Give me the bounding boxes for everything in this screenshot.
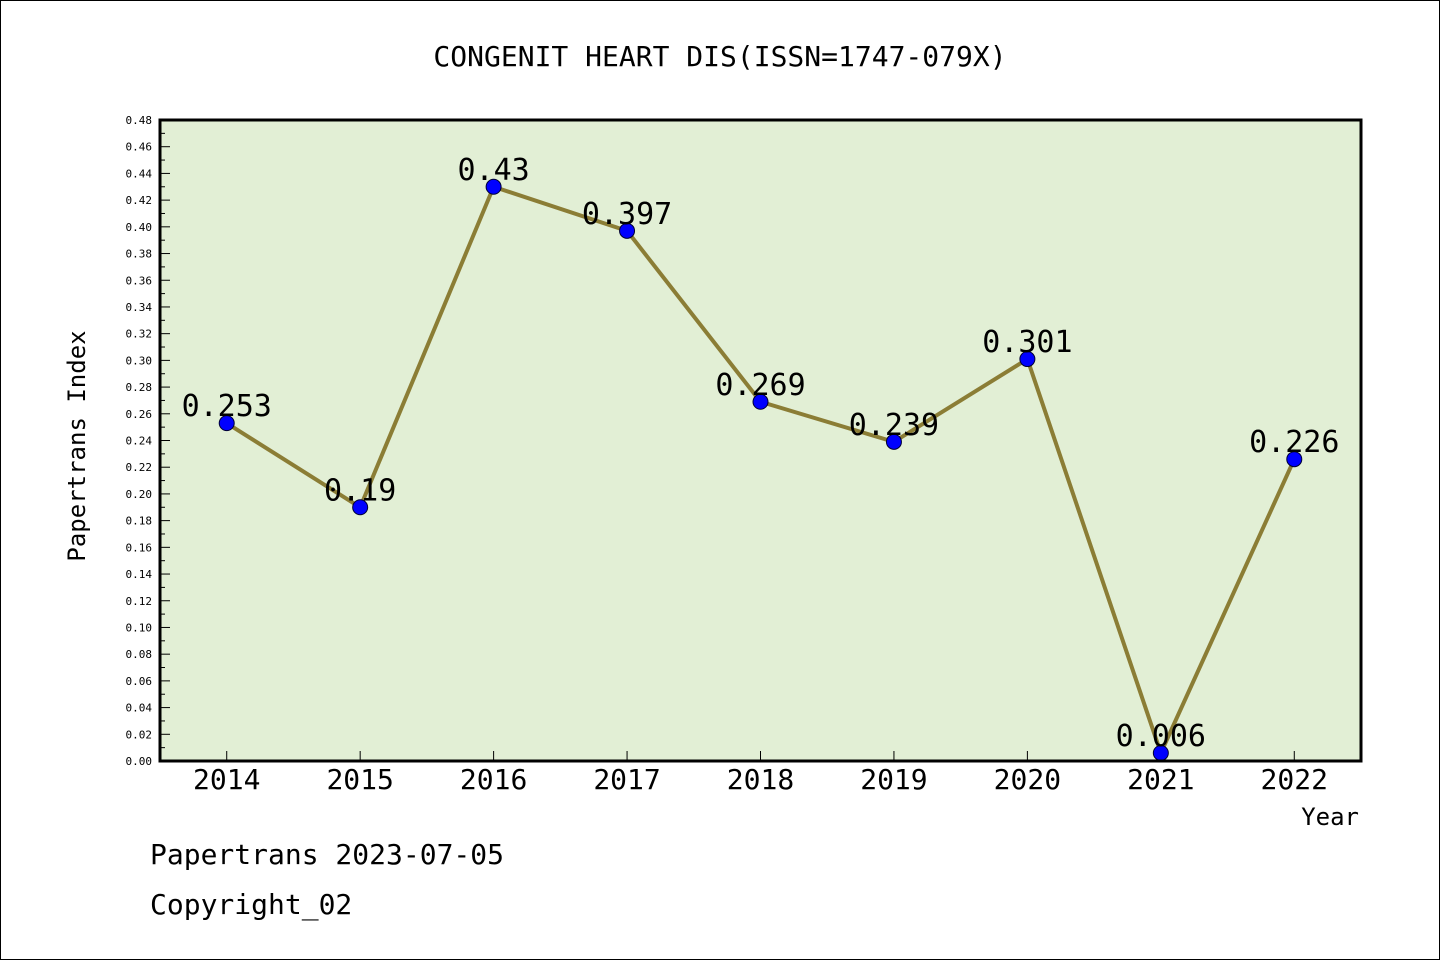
- data-label: 0.397: [582, 197, 672, 232]
- y-tick-label: 0.06: [126, 675, 153, 688]
- y-tick-label: 0.12: [126, 595, 153, 608]
- y-tick-label: 0.02: [126, 728, 153, 741]
- data-point: [619, 222, 636, 239]
- chart-title: CONGENIT HEART DIS(ISSN=1747-079X): [433, 40, 1006, 73]
- y-tick-label: 0.20: [126, 488, 153, 501]
- data-label: 0.19: [324, 473, 396, 508]
- y-axis-ticks: 0.00 0.02 0.04 0.06 0.08 0.10 0.12 0.14 0.16 0.18…: [126, 114, 170, 768]
- y-tick-label: 0.18: [126, 515, 153, 528]
- y-tick-label: 0.14: [126, 568, 153, 581]
- data-point: [1019, 351, 1036, 368]
- data-point: [485, 178, 502, 195]
- y-tick-label: 0.24: [126, 435, 153, 448]
- data-label: 0.253: [182, 389, 272, 424]
- data-label: 0.239: [849, 408, 939, 443]
- x-tick-label: 2021: [1127, 763, 1194, 796]
- y-axis-label: Papertrans Index: [63, 330, 91, 561]
- data-point: [1286, 451, 1303, 468]
- y-tick-label: 0.10: [126, 621, 153, 634]
- data-label: 0.301: [982, 325, 1072, 360]
- x-tick-label: 2014: [193, 763, 260, 796]
- data-label: 0.269: [715, 368, 805, 403]
- y-tick-label: 0.40: [126, 221, 153, 234]
- footer-copyright-text: Copyright_02: [150, 888, 352, 922]
- x-axis-label: Year: [1301, 803, 1359, 831]
- y-tick-label: 0.22: [126, 461, 153, 474]
- x-tick-label: 2017: [593, 763, 660, 796]
- x-tick-label: 2020: [994, 763, 1061, 796]
- y-tick-label: 0.42: [126, 194, 153, 207]
- data-point: [752, 393, 769, 410]
- y-tick-label: 0.04: [126, 702, 153, 715]
- y-tick-label: 0.32: [126, 328, 153, 341]
- y-tick-label: 0.48: [126, 114, 153, 127]
- y-tick-label: 0.08: [126, 648, 153, 661]
- y-tick-label: 0.16: [126, 541, 153, 554]
- footer-date-text: Papertrans 2023-07-05: [150, 838, 504, 871]
- x-tick-label: 2019: [860, 763, 927, 796]
- y-tick-label: 0.26: [126, 408, 153, 421]
- y-tick-label: 0.30: [126, 354, 153, 367]
- data-point: [352, 499, 369, 516]
- y-tick-label: 0.00: [126, 755, 153, 768]
- x-tick-label: 2016: [460, 763, 527, 796]
- y-tick-label: 0.38: [126, 248, 153, 261]
- y-tick-label: 0.46: [126, 141, 153, 154]
- data-point: [218, 415, 235, 432]
- plot-frame: [158, 118, 1363, 763]
- data-point: [885, 433, 902, 450]
- x-tick-label: 2022: [1261, 763, 1328, 796]
- y-tick-label: 0.34: [126, 301, 153, 314]
- y-tick-label: 0.44: [126, 167, 153, 180]
- x-tick-label: 2015: [326, 763, 393, 796]
- y-tick-label: 0.28: [126, 381, 153, 394]
- x-tick-label: 2018: [727, 763, 794, 796]
- y-tick-label: 0.36: [126, 274, 153, 287]
- plot-area: [160, 120, 1361, 761]
- data-labels: 0.253 0.19 0.43 0.397 0.269 0.239 0.301 0.006 0.…: [182, 153, 1340, 754]
- data-label: 0.43: [457, 153, 529, 188]
- data-markers: [218, 178, 1303, 761]
- data-label: 0.226: [1249, 425, 1339, 460]
- data-label: 0.006: [1116, 719, 1206, 754]
- x-axis-ticks: 2014 2015 2016 2017 2018 2019 2020 2021 2022: [193, 751, 1328, 796]
